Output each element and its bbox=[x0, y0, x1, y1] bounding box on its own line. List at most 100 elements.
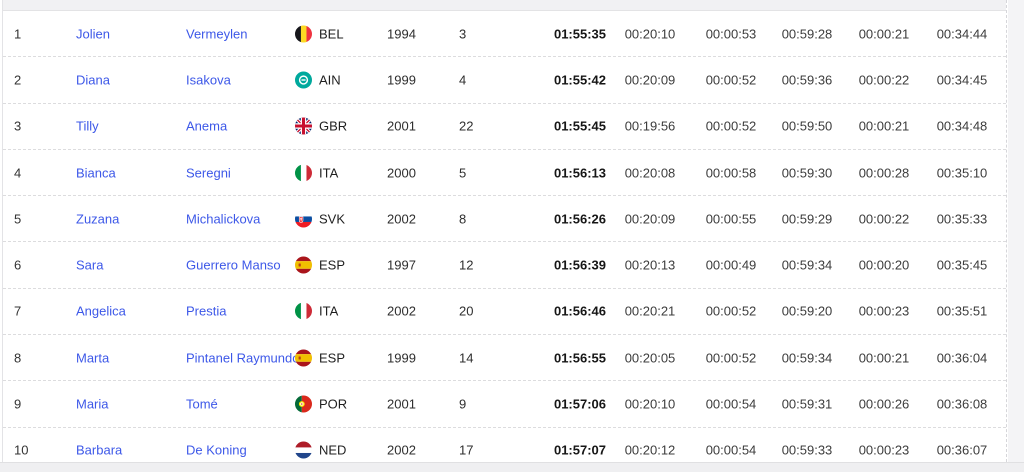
run-split: 00:36:04 bbox=[936, 350, 988, 366]
run-split: 00:35:10 bbox=[936, 165, 988, 181]
first-name-text[interactable]: Maria bbox=[76, 396, 109, 412]
country-flag-icon bbox=[295, 302, 312, 320]
total-time: 01:55:35 bbox=[553, 26, 607, 42]
year-of-birth: 1997 bbox=[387, 257, 416, 273]
t1-split: 00:00:53 bbox=[705, 26, 757, 42]
last-name-text[interactable]: Anema bbox=[186, 118, 228, 134]
first-name-link[interactable]: Sara bbox=[76, 258, 103, 273]
first-name-text[interactable]: Angelica bbox=[76, 303, 126, 319]
total-time: 01:57:07 bbox=[553, 442, 607, 458]
country-flag-icon bbox=[295, 164, 312, 182]
run-split: 00:36:07 bbox=[936, 442, 988, 458]
bib-number: 14 bbox=[459, 350, 474, 366]
total-time: 01:56:13 bbox=[553, 165, 607, 181]
last-name-link[interactable]: Seregni bbox=[186, 165, 231, 180]
first-name-link[interactable]: Bianca bbox=[76, 165, 116, 180]
total-time: 01:55:45 bbox=[553, 118, 607, 134]
bib-number: 20 bbox=[459, 303, 474, 319]
last-name-text[interactable]: Prestia bbox=[186, 303, 227, 319]
swim-split: 00:20:13 bbox=[624, 257, 676, 273]
rank-value: 6 bbox=[14, 257, 22, 273]
country-code: ESP bbox=[319, 350, 346, 366]
last-name-link[interactable]: Vermeylen bbox=[186, 26, 247, 41]
country-flag-icon bbox=[295, 210, 312, 228]
last-name-link[interactable]: Prestia bbox=[186, 304, 226, 319]
last-name-text[interactable]: Guerrero Manso bbox=[186, 257, 281, 273]
t2-split: 00:00:21 bbox=[858, 350, 910, 366]
swim-split: 00:20:05 bbox=[624, 350, 676, 366]
table-row: 9 Maria Tomé POR 2001 9 01:57:06 00:20:1… bbox=[3, 381, 1006, 428]
first-name-link[interactable]: Barbara bbox=[76, 443, 122, 458]
t1-split: 00:00:49 bbox=[705, 257, 757, 273]
swim-split: 00:19:56 bbox=[624, 118, 676, 134]
table-row: 7 Angelica Prestia ITA 2002 20 01:56:46 … bbox=[3, 289, 1006, 336]
rank-value: 10 bbox=[14, 442, 29, 458]
year-of-birth: 2002 bbox=[387, 303, 416, 319]
first-name-text[interactable]: Diana bbox=[76, 72, 110, 88]
last-name-link[interactable]: Isakova bbox=[186, 72, 231, 87]
last-name-text[interactable]: Isakova bbox=[186, 72, 231, 88]
bib-number: 22 bbox=[459, 118, 474, 134]
t2-split: 00:00:21 bbox=[858, 118, 910, 134]
year-of-birth: 2000 bbox=[387, 165, 416, 181]
last-name-text[interactable]: Michalickova bbox=[186, 211, 261, 227]
first-name-link[interactable]: Angelica bbox=[76, 304, 126, 319]
last-name-link[interactable]: De Koning bbox=[186, 443, 247, 458]
last-name-text[interactable]: Pintanel Raymundo bbox=[186, 350, 300, 366]
t2-split: 00:00:28 bbox=[858, 165, 910, 181]
bike-split: 00:59:33 bbox=[781, 442, 833, 458]
first-name-text[interactable]: Sara bbox=[76, 257, 104, 273]
first-name-link[interactable]: Zuzana bbox=[76, 211, 119, 226]
last-name-text[interactable]: Seregni bbox=[186, 165, 231, 181]
year-of-birth: 2001 bbox=[387, 118, 416, 134]
first-name-link[interactable]: Marta bbox=[76, 350, 109, 365]
first-name-text[interactable]: Bianca bbox=[76, 165, 116, 181]
run-split: 00:35:33 bbox=[936, 211, 988, 227]
first-name-link[interactable]: Tilly bbox=[76, 119, 99, 134]
t1-split: 00:00:58 bbox=[705, 165, 757, 181]
last-name-link[interactable]: Guerrero Manso bbox=[186, 258, 281, 273]
page-background-bottom bbox=[0, 462, 1024, 472]
run-split: 00:34:48 bbox=[936, 118, 988, 134]
swim-split: 00:20:10 bbox=[624, 26, 676, 42]
last-name-link[interactable]: Michalickova bbox=[186, 211, 260, 226]
last-name-text[interactable]: Tomé bbox=[186, 396, 218, 412]
last-name-link[interactable]: Pintanel Raymundo bbox=[186, 350, 299, 365]
country-code: ITA bbox=[319, 303, 339, 319]
total-time: 01:56:39 bbox=[553, 257, 607, 273]
first-name-link[interactable]: Diana bbox=[76, 72, 110, 87]
first-name-link[interactable]: Maria bbox=[76, 397, 109, 412]
first-name-text[interactable]: Marta bbox=[76, 350, 110, 366]
first-name-text[interactable]: Jolien bbox=[76, 26, 110, 42]
country-code: ESP bbox=[319, 257, 346, 273]
last-name-link[interactable]: Tomé bbox=[186, 397, 218, 412]
country-code: GBR bbox=[319, 118, 348, 134]
rank-value: 5 bbox=[14, 211, 22, 227]
country-flag-icon bbox=[295, 395, 312, 413]
t2-split: 00:00:23 bbox=[858, 303, 910, 319]
year-of-birth: 1999 bbox=[387, 72, 416, 88]
country-flag-icon bbox=[295, 71, 312, 89]
bib-number: 5 bbox=[459, 165, 467, 181]
run-split: 00:34:44 bbox=[936, 26, 988, 42]
swim-split: 00:20:09 bbox=[624, 211, 676, 227]
year-of-birth: 2002 bbox=[387, 211, 416, 227]
total-time: 01:56:26 bbox=[553, 211, 607, 227]
first-name-text[interactable]: Tilly bbox=[76, 118, 99, 134]
table-row: 3 Tilly Anema GBR 2001 22 01:55:45 00:19… bbox=[3, 104, 1006, 150]
t2-split: 00:00:20 bbox=[858, 257, 910, 273]
first-name-text[interactable]: Barbara bbox=[76, 442, 123, 458]
last-name-link[interactable]: Anema bbox=[186, 119, 227, 134]
first-name-link[interactable]: Jolien bbox=[76, 26, 110, 41]
table-body: 1 Jolien Vermeylen BEL 1994 3 01:55:35 0… bbox=[3, 11, 1006, 462]
last-name-text[interactable]: Vermeylen bbox=[186, 26, 248, 42]
last-name-text[interactable]: De Koning bbox=[186, 442, 247, 458]
results-table: 1 Jolien Vermeylen BEL 1994 3 01:55:35 0… bbox=[2, 0, 1007, 462]
bike-split: 00:59:34 bbox=[781, 350, 833, 366]
bib-number: 12 bbox=[459, 257, 474, 273]
country-code: ITA bbox=[319, 165, 339, 181]
country-flag-icon bbox=[295, 441, 312, 459]
first-name-text[interactable]: Zuzana bbox=[76, 211, 120, 227]
country-flag-icon bbox=[295, 256, 312, 274]
country-code: NED bbox=[319, 442, 347, 458]
